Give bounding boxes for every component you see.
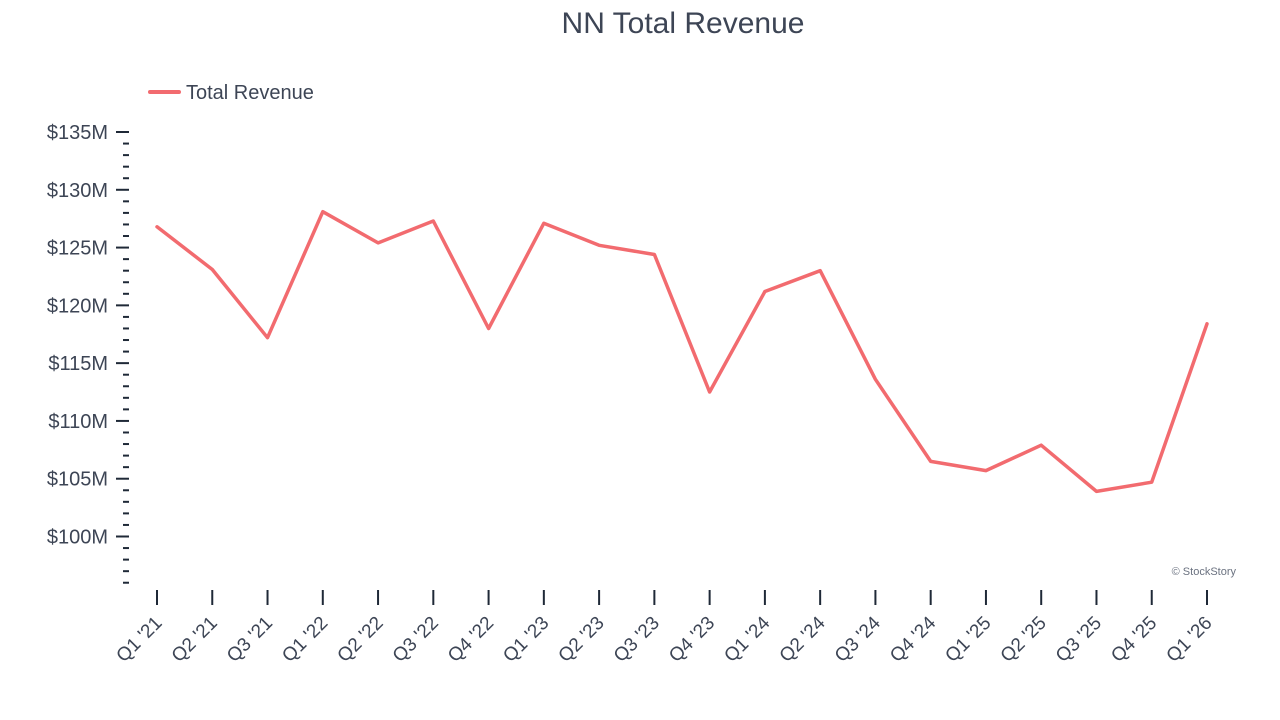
x-tick-label: Q3 '23	[610, 613, 664, 667]
x-tick-label: Q3 '25	[1052, 613, 1106, 667]
series-line-total-revenue	[155, 209, 1209, 494]
data-point	[597, 243, 601, 247]
x-axis: Q1 '21 Q2 '21 Q3 '21 Q1 '22 Q2 '22 Q3 '22 Q4 '…	[113, 590, 1217, 667]
x-tick-label: Q3 '21	[223, 613, 277, 667]
data-point	[984, 469, 988, 473]
data-point	[266, 336, 270, 340]
legend: Total Revenue	[148, 82, 314, 104]
y-tick-label: $115M	[48, 353, 108, 375]
credit-text: © StockStory	[1172, 566, 1237, 578]
plot-area	[155, 209, 1209, 494]
x-tick-label: Q3 '24	[831, 612, 885, 666]
data-point	[1094, 489, 1098, 493]
data-point	[1150, 480, 1154, 484]
x-tick-label: Q2 '23	[555, 613, 609, 667]
legend-label: Total Revenue	[186, 82, 314, 104]
x-tick-label: Q2 '21	[168, 613, 222, 667]
x-tick-label: Q4 '22	[444, 613, 498, 667]
x-tick-label: Q2 '25	[997, 613, 1051, 667]
data-point	[431, 219, 435, 223]
data-point	[1205, 322, 1209, 326]
data-point	[376, 241, 380, 245]
data-point	[763, 289, 767, 293]
data-point	[321, 210, 325, 214]
data-point	[708, 390, 712, 394]
y-tick-label: $110M	[48, 411, 108, 433]
x-tick-label: Q1 '24	[720, 612, 774, 666]
x-tick-label: Q2 '22	[334, 613, 388, 667]
y-axis: $100M $105M $110M $115M $120M $125M $130M $135M	[47, 122, 129, 584]
x-tick-label: Q1 '25	[941, 613, 995, 667]
x-tick-label: Q2 '24	[776, 612, 830, 666]
y-tick-label: $135M	[47, 122, 108, 144]
data-point	[542, 221, 546, 225]
data-point	[487, 326, 491, 330]
x-tick-label: Q3 '22	[389, 613, 443, 667]
y-tick-label: $120M	[47, 295, 108, 317]
x-tick-label: Q4 '23	[665, 613, 719, 667]
y-tick-label: $100M	[47, 527, 108, 549]
x-tick-label: Q1 '26	[1163, 613, 1217, 667]
x-tick-label: Q4 '24	[886, 612, 940, 666]
x-tick-label: Q1 '23	[499, 613, 553, 667]
data-point	[652, 253, 656, 257]
x-tick-label: Q1 '22	[278, 613, 332, 667]
x-tick-label: Q1 '21	[113, 613, 167, 667]
y-tick-label: $125M	[47, 238, 108, 260]
data-point	[929, 459, 933, 463]
x-tick-label: Q4 '25	[1107, 613, 1161, 667]
chart-title: NN Total Revenue	[562, 7, 805, 40]
y-tick-label: $130M	[47, 180, 108, 202]
data-point	[873, 377, 877, 381]
data-point	[818, 269, 822, 273]
data-point	[1039, 443, 1043, 447]
data-point	[155, 225, 159, 229]
y-tick-label: $105M	[47, 469, 108, 491]
data-point	[210, 268, 214, 272]
